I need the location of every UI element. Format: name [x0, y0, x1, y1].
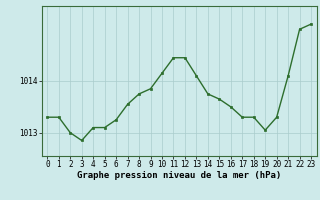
X-axis label: Graphe pression niveau de la mer (hPa): Graphe pression niveau de la mer (hPa) — [77, 171, 281, 180]
